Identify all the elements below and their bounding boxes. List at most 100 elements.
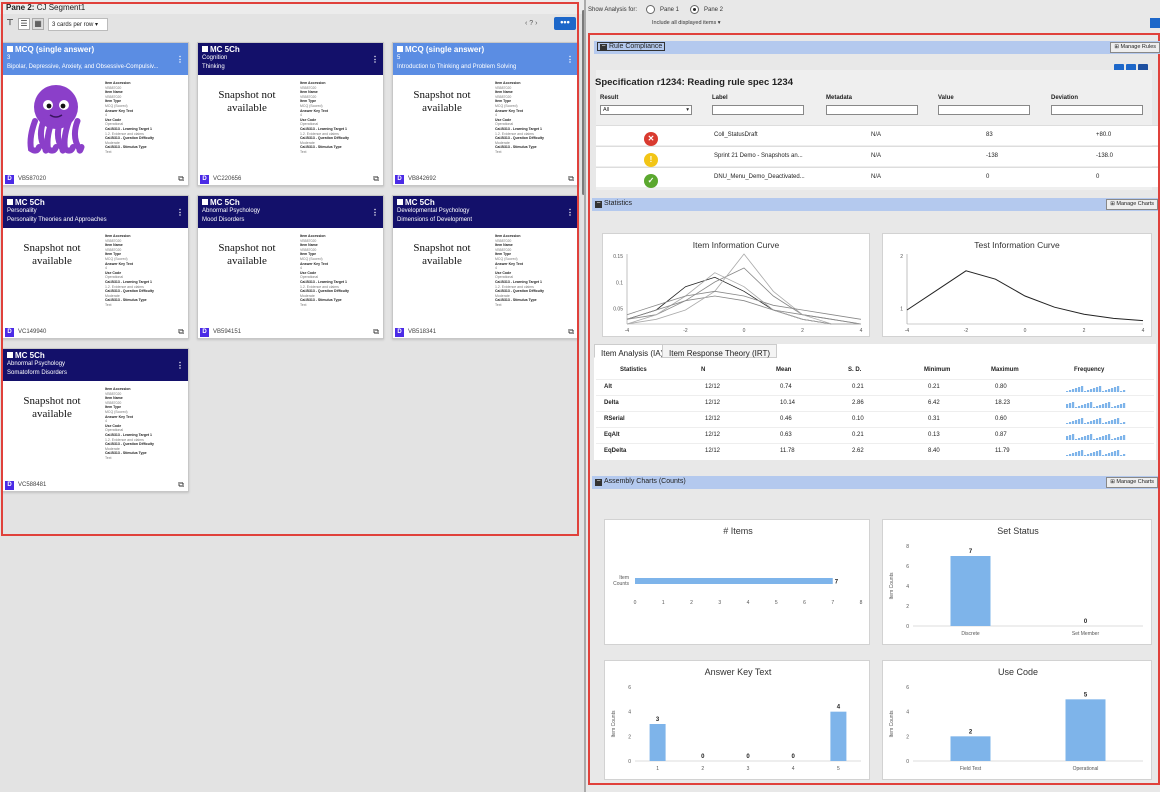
select-checkbox-icon[interactable] — [397, 46, 403, 52]
pane2-radio[interactable] — [690, 5, 699, 14]
rule-row[interactable]: ✕ Coll_StatusDraft N/A 83 +80.0 — [596, 125, 1158, 146]
refresh-icon[interactable] — [1114, 64, 1124, 73]
metadata-filter-input[interactable] — [826, 105, 918, 115]
collapse-icon[interactable]: − — [595, 200, 602, 208]
frequency-bar — [1105, 454, 1108, 456]
more-actions-button[interactable]: ••• — [554, 17, 576, 30]
pager[interactable]: ‹ ? › — [525, 20, 538, 27]
card-menu-icon[interactable]: ⋮ — [371, 208, 379, 217]
item-card[interactable]: MCQ (single answer) 5 Introduction to Thin… — [392, 42, 579, 186]
collapse-icon[interactable]: − — [600, 43, 607, 51]
card-menu-icon[interactable]: ⋮ — [566, 55, 574, 64]
frequency-bar — [1105, 403, 1108, 408]
card-menu-icon[interactable]: ⋮ — [176, 55, 184, 64]
frequency-bar — [1075, 420, 1078, 424]
card-meta-line: Item Type — [105, 99, 122, 104]
stats-cell-n: 12/12 — [705, 384, 721, 390]
card-metadata: Item Accession VB587020 Item Name VB587020 I… — [495, 81, 575, 155]
snapshot-unavailable: Snapshot not available — [413, 89, 471, 114]
frequency-bar — [1108, 402, 1111, 408]
list-view-icon[interactable]: ☰ — [18, 18, 30, 30]
card-type-label: MC 5Ch — [210, 198, 240, 207]
open-external-icon[interactable]: ⧉ — [373, 327, 379, 336]
open-external-icon[interactable]: ⧉ — [178, 480, 184, 489]
assembly-header[interactable]: − Assembly Charts (Counts) ⊞ Manage Chart… — [592, 476, 1158, 489]
stats-col-header[interactable]: Mean — [776, 367, 792, 373]
stats-col-header[interactable]: Maximum — [991, 367, 1019, 373]
collapse-icon[interactable]: − — [595, 478, 602, 486]
item-card[interactable]: MC 5Ch Abnormal Psychology Somatoform Diso… — [2, 348, 189, 492]
item-card[interactable]: MC 5Ch Personality Personality Theories an… — [2, 195, 189, 339]
frequency-bar — [1081, 437, 1084, 440]
rule-compliance-tab[interactable]: − Rule Compliance — [597, 42, 666, 51]
open-external-icon[interactable]: ⧉ — [568, 174, 574, 183]
result-filter-select[interactable]: All ▾ — [600, 105, 692, 115]
col-metadata: Metadata — [826, 95, 918, 123]
card-menu-icon[interactable]: ⋮ — [371, 55, 379, 64]
open-external-icon[interactable]: ⧉ — [178, 327, 184, 336]
card-meta-line: Use Code — [300, 270, 317, 275]
card-id: VB518341 — [408, 329, 437, 335]
deviation-filter-input[interactable] — [1051, 105, 1143, 115]
select-checkbox-icon[interactable] — [7, 352, 13, 358]
open-external-icon[interactable]: ⧉ — [568, 327, 574, 336]
card-meta-line: VB587020 — [495, 94, 512, 99]
pane-divider[interactable] — [584, 0, 586, 792]
stats-col-header[interactable]: Minimum — [924, 367, 951, 373]
rule-compliance-header[interactable]: − Rule Compliance ⊞ Manage Rules — [594, 41, 1160, 54]
left-scrollbar[interactable] — [582, 10, 585, 195]
item-card[interactable]: MC 5Ch Cognition Thinking ⋮ Snapshot not ava… — [197, 42, 384, 186]
select-checkbox-icon[interactable] — [202, 199, 208, 205]
item-card[interactable]: MC 5Ch Abnormal Psychology Mood Disorders ⋮… — [197, 195, 384, 339]
manage-charts-button[interactable]: ⊞ Manage Charts — [1106, 199, 1158, 210]
stats-col-header[interactable]: N — [701, 367, 706, 373]
filter-icon[interactable]: ⊤ — [6, 18, 14, 27]
manage-rules-button[interactable]: ⊞ Manage Rules — [1110, 42, 1160, 53]
card-menu-icon[interactable]: ⋮ — [176, 208, 184, 217]
pane1-radio[interactable] — [646, 5, 655, 14]
open-external-icon[interactable]: ⧉ — [178, 174, 184, 183]
frequency-bar — [1084, 455, 1087, 456]
tab-item-analysis[interactable]: Item Analysis (IA) — [594, 344, 671, 358]
card-meta-line: Item Name — [105, 90, 123, 95]
right-pane-menu-button[interactable] — [1150, 18, 1160, 28]
manage-assembly-charts-button[interactable]: ⊞ Manage Charts — [1106, 477, 1158, 488]
export-icon[interactable] — [1138, 64, 1148, 73]
include-items-dropdown[interactable]: Include all displayed items ▾ — [652, 20, 721, 26]
table-icon[interactable] — [1126, 64, 1136, 73]
item-card[interactable]: MC 5Ch Developmental Psychology Dimensions… — [392, 195, 579, 339]
grid-view-icon[interactable]: ▦ — [32, 18, 44, 30]
select-checkbox-icon[interactable] — [397, 199, 403, 205]
stats-col-header[interactable]: Frequency — [1074, 367, 1105, 373]
statistics-header[interactable]: − Statistics ⊞ Manage Charts — [592, 198, 1158, 211]
select-checkbox-icon[interactable] — [7, 199, 13, 205]
assembly-title: Assembly Charts (Counts) — [604, 478, 686, 485]
select-checkbox-icon[interactable] — [202, 46, 208, 52]
rule-deviation: +80.0 — [1096, 132, 1112, 138]
stats-row: EqDelta 12/12 11.78 2.62 8.40 11.79 — [596, 443, 1154, 459]
card-menu-icon[interactable]: ⋮ — [566, 208, 574, 217]
frequency-bar — [1078, 387, 1081, 392]
frequency-bar — [1066, 404, 1069, 408]
value-filter-input[interactable] — [938, 105, 1030, 115]
frequency-bar — [1102, 455, 1105, 456]
stats-cell-mean: 0.46 — [780, 416, 792, 422]
card-meta-line: MCQ (Scored) — [105, 409, 128, 414]
label-filter-input[interactable] — [712, 105, 804, 115]
select-checkbox-icon[interactable] — [7, 46, 13, 52]
spec-title: Specification r1234: Reading rule spec 1… — [595, 77, 794, 88]
open-external-icon[interactable]: ⧉ — [373, 174, 379, 183]
rule-row[interactable]: ✓ DNU_Menu_Demo_Deactivated... N/A 0 0 — [596, 167, 1158, 188]
category-label: 4 — [792, 766, 795, 772]
card-menu-icon[interactable]: ⋮ — [176, 361, 184, 370]
y-tick-label: 2 — [906, 604, 909, 610]
pane-title-value[interactable]: CJ Segment1 — [36, 3, 86, 12]
cards-per-row-select[interactable]: 3 cards per row ▾ — [48, 18, 108, 31]
stats-col-header[interactable]: S. D. — [848, 367, 862, 373]
stats-col-header[interactable]: Statistics — [620, 367, 647, 373]
iic-chart: -4 -2 0 2 4 0.15 0.1 0.05 — [613, 253, 863, 334]
rule-row[interactable]: ! Sprint 21 Demo - Snapshots an... N/A -138… — [596, 146, 1158, 167]
tab-irt[interactable]: Item Response Theory (IRT) — [662, 344, 778, 358]
frequency-bar — [1108, 434, 1111, 440]
